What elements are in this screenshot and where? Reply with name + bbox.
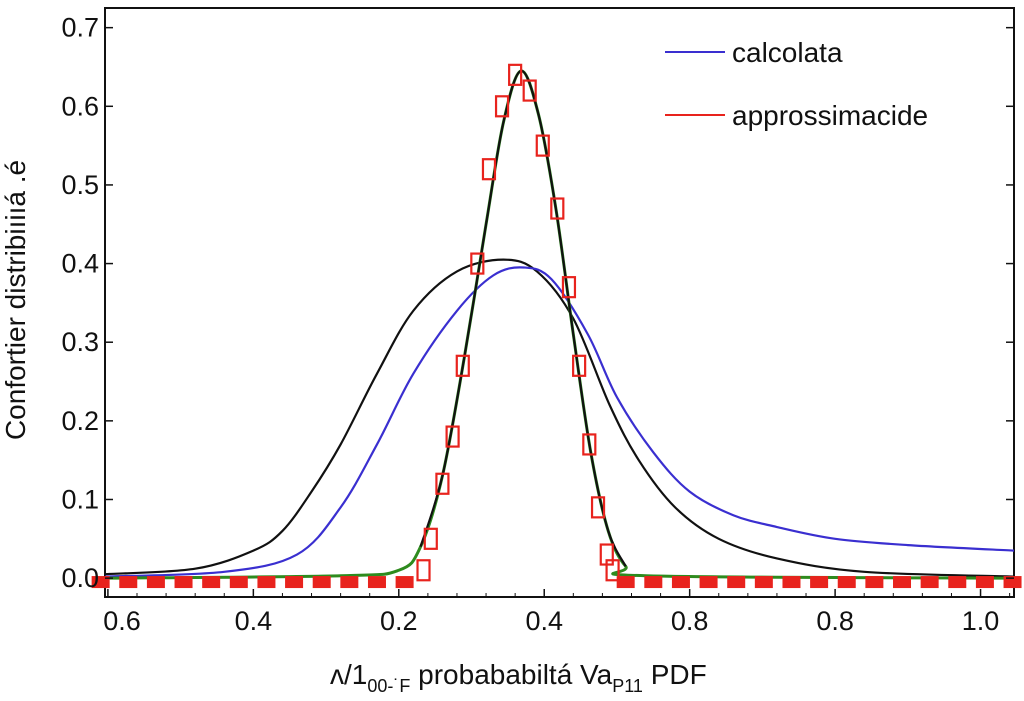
y-axis-label: Confortier distribiıiıá .é [0,160,31,440]
marker-approssimacide-baseline [202,576,221,589]
marker-approssimacide-baseline [257,576,276,589]
x-tick-label: 0.8 [671,606,709,636]
marker-approssimacide-baseline [837,576,856,589]
y-tick-label: 0.5 [61,170,99,200]
marker-approssimacide [572,354,587,377]
ticks: 0.6 0.4 0.2 0.4 0.8 0.8 1.0 0.0 0.1 0.2 0.3 0.4 0.5 0… [61,13,1014,636]
marker-approssimacide-baseline [920,576,939,589]
marker-approssimacide [561,276,577,299]
marker-approssimacide [470,252,485,275]
x-axis-label-part: probababiltá Va [410,659,612,690]
legend-label-calcolata: calcolata [732,37,843,68]
x-tick-label: 0.8 [816,606,854,636]
marker-approssimacide [494,95,510,118]
marker-approssimacide-baseline [229,576,248,589]
x-axis-label-sub: P11 [612,676,643,696]
marker-approssimacide-baseline [810,576,829,589]
marker-approssimacide-baseline [865,576,884,589]
marker-approssimacide-baseline [146,576,165,589]
y-tick-label: 0.6 [61,91,99,121]
x-axis-label: ʌ/100-˙F probababiltá VaP11 PDF [330,659,707,696]
marker-approssimacide [455,354,470,377]
x-axis-label-sub: 00-˙F [367,676,410,696]
marker-approssimacide-baseline [948,576,967,589]
marker-approssimacide-baseline [1003,576,1022,589]
marker-approssimacide-baseline [754,576,773,589]
marker-approssimacide [508,63,523,86]
marker-approssimacide [605,559,620,582]
marker-approssimacide-baseline [340,576,359,589]
legend-label-approssimacide: approssimacide [732,100,928,131]
x-tick-label: 0.2 [380,606,418,636]
marker-approssimacide-baseline [893,576,912,589]
marker-approssimacide [423,527,438,550]
marker-approssimacide-baseline [285,576,304,589]
y-tick-label: 0.1 [61,484,99,514]
y-tick-label: 0.2 [61,406,99,436]
y-tick-label: 0.4 [61,249,99,279]
plot-frame [104,7,1015,598]
y-tick-label: 0.3 [61,327,99,357]
legend: calcolata approssimacide [665,37,928,131]
marker-approssimacide [550,197,565,220]
marker-approssimacide [535,134,550,157]
y-tick-label: 0.0 [61,563,99,593]
marker-approssimacide-baseline [367,576,386,589]
x-tick-label: 1.0 [962,606,1000,636]
marker-approssimacide-baseline [671,576,690,589]
marker-approssimacide [416,559,431,582]
marker-approssimacide [590,496,606,519]
curves [104,69,1015,580]
marker-approssimacide-baseline [119,576,138,589]
x-tick-label: 0.6 [103,606,141,636]
x-axis-label-part: ʌ/1 [330,659,367,690]
marker-approssimacide-baseline [91,576,110,589]
marker-approssimacide-baseline [174,576,193,589]
x-tick-label: 0.4 [525,606,563,636]
marker-approssimacide [445,425,460,448]
marker-approssimacide-baseline [727,576,746,589]
x-tick-label: 0.4 [235,606,273,636]
marker-approssimacide [582,433,597,456]
marker-approssimacide-baseline [395,576,414,589]
marker-approssimacide [522,79,537,102]
series-wide-black [104,258,1015,578]
series-narrow-green [104,69,1015,580]
marker-approssimacide-baseline [975,576,994,589]
marker-approssimacide-baseline [782,576,801,589]
x-axis-label-part: PDF [643,659,707,690]
y-tick-label: 0.7 [61,13,99,43]
markers [91,63,1022,589]
marker-approssimacide-baseline [616,576,635,589]
marker-approssimacide-baseline [699,576,718,589]
marker-approssimacide [481,158,497,181]
marker-approssimacide-baseline [312,576,331,589]
series-calcolata [104,266,1015,578]
marker-approssimacide-baseline [644,576,663,589]
marker-approssimacide [435,472,450,495]
